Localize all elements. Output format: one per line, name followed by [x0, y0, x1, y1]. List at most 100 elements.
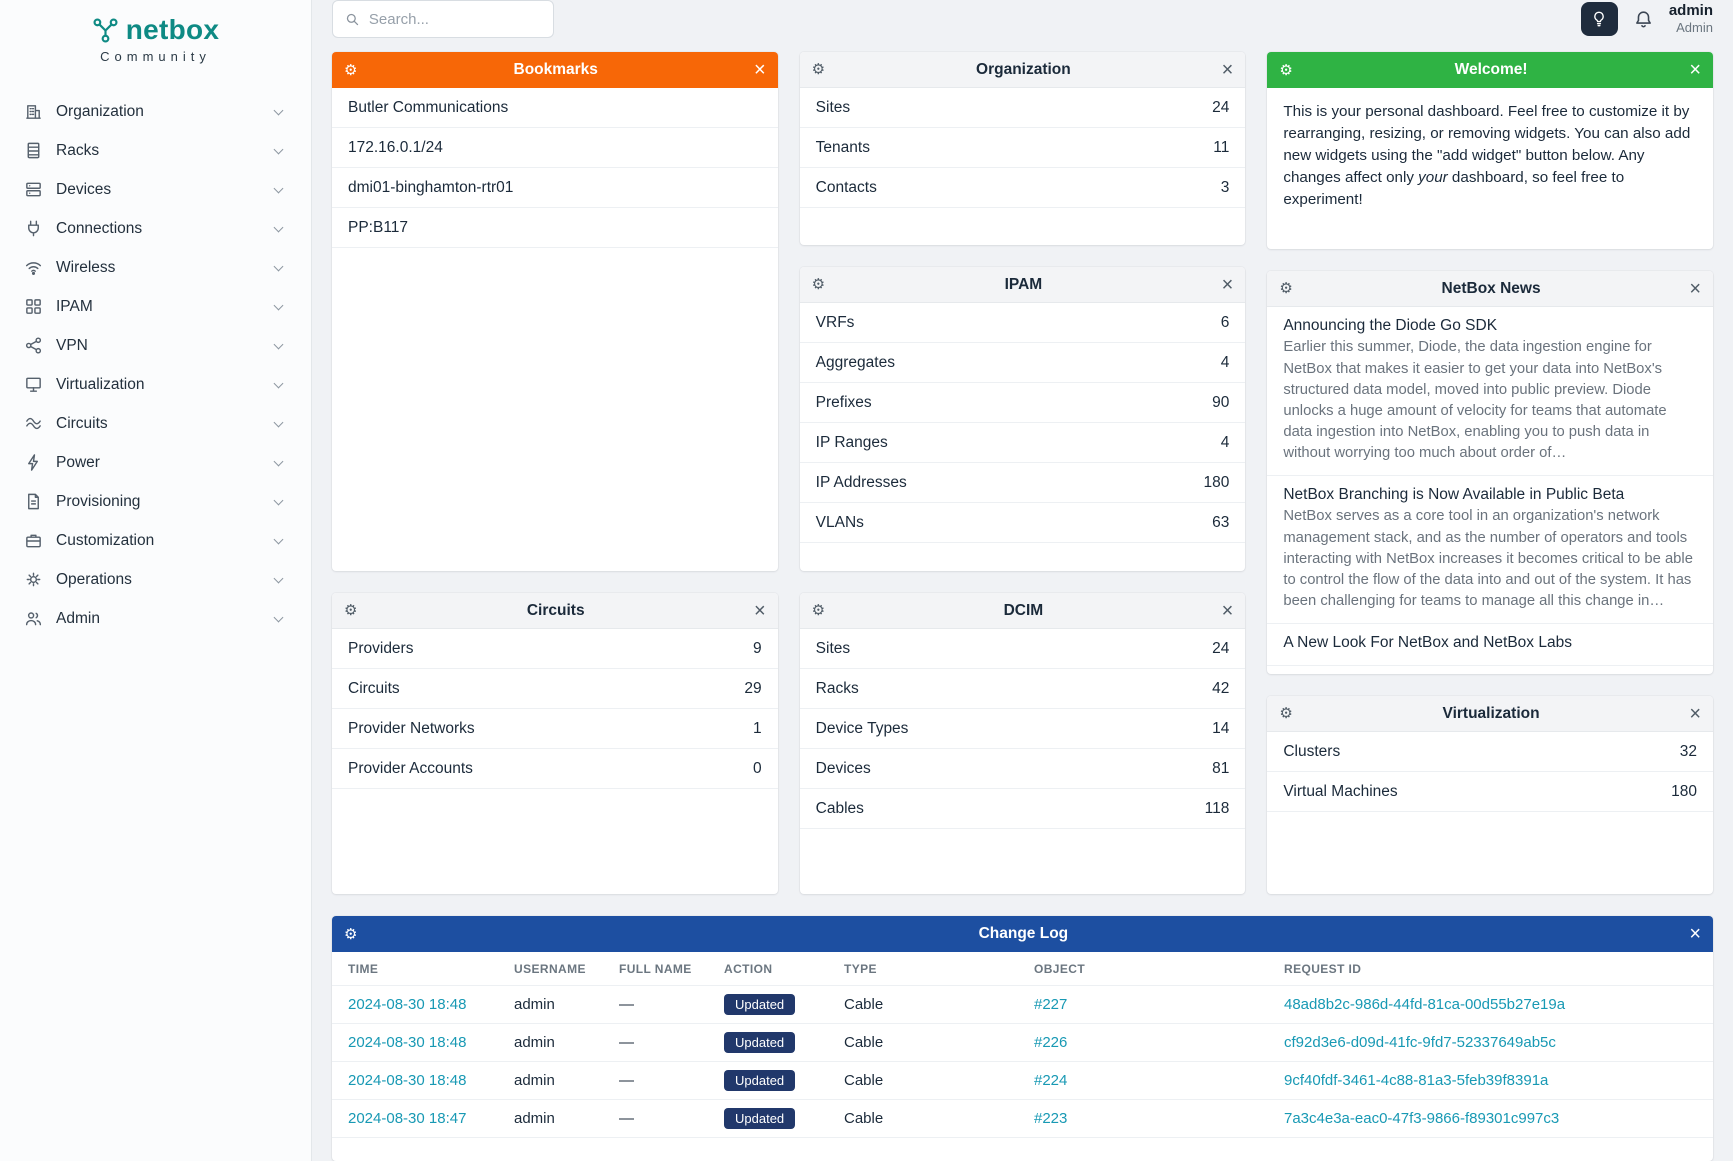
sidebar-item-virtualization[interactable]: Virtualization	[0, 365, 311, 404]
change-log-rows: 2024-08-30 18:48 admin — Updated Cable #…	[332, 985, 1713, 1139]
stat-row[interactable]: Provider Networks 1	[332, 709, 778, 750]
stat-row[interactable]: Devices 81	[799, 749, 1246, 790]
stat-label[interactable]: Prefixes	[815, 393, 872, 411]
widget-close-icon[interactable]: ×	[1689, 702, 1702, 725]
object-link[interactable]: #227	[1034, 996, 1068, 1014]
user-menu[interactable]: admin Admin	[1669, 2, 1713, 37]
sidebar-item-wireless[interactable]: Wireless	[0, 248, 311, 287]
stat-row[interactable]: Sites 24	[799, 629, 1246, 670]
stat-label[interactable]: Provider Accounts	[348, 759, 473, 777]
stat-label[interactable]: Circuits	[348, 679, 400, 697]
chevron-down-icon	[273, 534, 284, 544]
bookmark-item[interactable]: PP:B117	[332, 208, 778, 249]
sidebar-item-customization[interactable]: Customization	[0, 521, 311, 560]
stat-label[interactable]: Tenants	[815, 138, 870, 156]
stat-label[interactable]: Aggregates	[815, 353, 895, 371]
sidebar-item-vpn[interactable]: VPN	[0, 326, 311, 365]
stat-row[interactable]: VRFs 6	[799, 303, 1246, 344]
widget-config-icon[interactable]: ⚙	[1279, 704, 1293, 723]
object-link[interactable]: #224	[1034, 1072, 1068, 1090]
stat-label[interactable]: Racks	[815, 679, 859, 697]
sidebar-item-power[interactable]: Power	[0, 443, 311, 482]
news-headline[interactable]: A New Look For NetBox and NetBox Labs	[1283, 634, 1572, 652]
widget-config-icon[interactable]: ⚙	[344, 601, 358, 620]
stat-row[interactable]: Virtual Machines 180	[1267, 772, 1714, 813]
changelog-time-link[interactable]: 2024-08-30 18:48	[348, 1034, 467, 1052]
bookmark-item[interactable]: dmi01-binghamton-rtr01	[332, 168, 778, 209]
sidebar-item-ipam[interactable]: IPAM	[0, 287, 311, 326]
request-id-link[interactable]: 48ad8b2c-986d-44fd-81ca-00d55b27e19a	[1284, 996, 1566, 1014]
stat-row[interactable]: Contacts 3	[799, 168, 1246, 209]
changelog-time-link[interactable]: 2024-08-30 18:47	[348, 1110, 467, 1128]
stat-label[interactable]: Clusters	[1283, 742, 1341, 760]
stat-label[interactable]: Sites	[815, 639, 851, 657]
request-id-link[interactable]: 7a3c4e3a-eac0-47f3-9866-f89301c997c3	[1284, 1110, 1560, 1128]
changelog-time-link[interactable]: 2024-08-30 18:48	[348, 1072, 467, 1090]
stat-label[interactable]: Providers	[348, 639, 414, 657]
widget-close-icon[interactable]: ×	[1689, 59, 1702, 82]
widget-close-icon[interactable]: ×	[1689, 277, 1702, 300]
stat-row[interactable]: Tenants 11	[799, 128, 1246, 169]
widget-close-icon[interactable]: ×	[1221, 273, 1234, 296]
widget-close-icon[interactable]: ×	[753, 599, 766, 622]
widget-close-icon[interactable]: ×	[1221, 58, 1234, 81]
widget-close-icon[interactable]: ×	[753, 59, 766, 82]
widget-config-icon[interactable]: ⚙	[344, 924, 358, 943]
stat-row[interactable]: VLANs 63	[799, 503, 1246, 544]
sidebar-item-admin[interactable]: Admin	[0, 599, 311, 638]
stat-row[interactable]: Racks 42	[799, 669, 1246, 710]
news-headline[interactable]: NetBox Branching is Now Available in Pub…	[1283, 486, 1625, 504]
widget-close-icon[interactable]: ×	[1221, 599, 1234, 622]
widget-config-icon[interactable]: ⚙	[344, 60, 358, 79]
stat-label[interactable]: Sites	[815, 98, 851, 116]
widget-close-icon[interactable]: ×	[1689, 923, 1701, 946]
theme-toggle-button[interactable]	[1580, 2, 1618, 37]
stat-row[interactable]: Aggregates 4	[799, 343, 1246, 384]
bookmark-item[interactable]: 172.16.0.1/24	[332, 128, 778, 169]
sidebar-item-provisioning[interactable]: Provisioning	[0, 482, 311, 521]
stat-label[interactable]: Devices	[815, 759, 871, 777]
stat-row[interactable]: Device Types 14	[799, 709, 1246, 750]
request-id-link[interactable]: cf92d3e6-d09d-41fc-9fd7-52337649ab5c	[1284, 1034, 1556, 1052]
stat-label[interactable]: IP Addresses	[815, 473, 907, 491]
object-link[interactable]: #226	[1034, 1034, 1068, 1052]
stat-label[interactable]: IP Ranges	[815, 433, 888, 451]
stat-label[interactable]: Cables	[815, 799, 864, 817]
widget-config-icon[interactable]: ⚙	[811, 601, 826, 620]
stat-row[interactable]: Sites 24	[799, 88, 1246, 129]
stat-row[interactable]: Circuits 29	[332, 669, 778, 710]
search-input[interactable]	[368, 10, 541, 28]
sidebar-item-connections[interactable]: Connections	[0, 209, 311, 248]
stat-label[interactable]: VRFs	[815, 313, 855, 331]
chevron-down-icon	[273, 183, 284, 193]
sidebar-item-organization[interactable]: Organization	[0, 92, 311, 131]
changelog-time-link[interactable]: 2024-08-30 18:48	[348, 996, 467, 1014]
widget-config-icon[interactable]: ⚙	[1279, 60, 1293, 79]
object-link[interactable]: #223	[1034, 1110, 1068, 1128]
netbox-logo[interactable]: netbox	[92, 14, 220, 46]
widget-config-icon[interactable]: ⚙	[811, 60, 826, 79]
request-id-link[interactable]: 9cf40fdf-3461-4c88-81a3-5feb39f8391a	[1284, 1072, 1549, 1090]
news-headline[interactable]: Announcing the Diode Go SDK	[1283, 317, 1498, 335]
stat-row[interactable]: IP Ranges 4	[799, 423, 1246, 464]
widget-config-icon[interactable]: ⚙	[811, 275, 826, 294]
stat-label[interactable]: Provider Networks	[348, 719, 475, 737]
stat-label[interactable]: Virtual Machines	[1283, 782, 1398, 800]
stat-row[interactable]: Prefixes 90	[799, 383, 1246, 424]
stat-label[interactable]: VLANs	[815, 513, 864, 531]
stat-row[interactable]: Providers 9	[332, 629, 778, 670]
notifications-bell-icon[interactable]	[1633, 9, 1654, 30]
stat-label[interactable]: Contacts	[815, 178, 877, 196]
sidebar-item-circuits[interactable]: Circuits	[0, 404, 311, 443]
sidebar-item-operations[interactable]: Operations	[0, 560, 311, 599]
stat-row[interactable]: IP Addresses 180	[799, 463, 1246, 504]
search-box[interactable]	[332, 0, 554, 39]
bookmark-item[interactable]: Butler Communications	[332, 88, 778, 129]
sidebar-item-devices[interactable]: Devices	[0, 170, 311, 209]
stat-row[interactable]: Clusters 32	[1267, 732, 1714, 773]
sidebar-item-racks[interactable]: Racks	[0, 131, 311, 170]
stat-row[interactable]: Cables 118	[799, 789, 1246, 830]
stat-label[interactable]: Device Types	[815, 719, 909, 737]
widget-config-icon[interactable]: ⚙	[1279, 279, 1293, 298]
stat-row[interactable]: Provider Accounts 0	[332, 749, 778, 790]
